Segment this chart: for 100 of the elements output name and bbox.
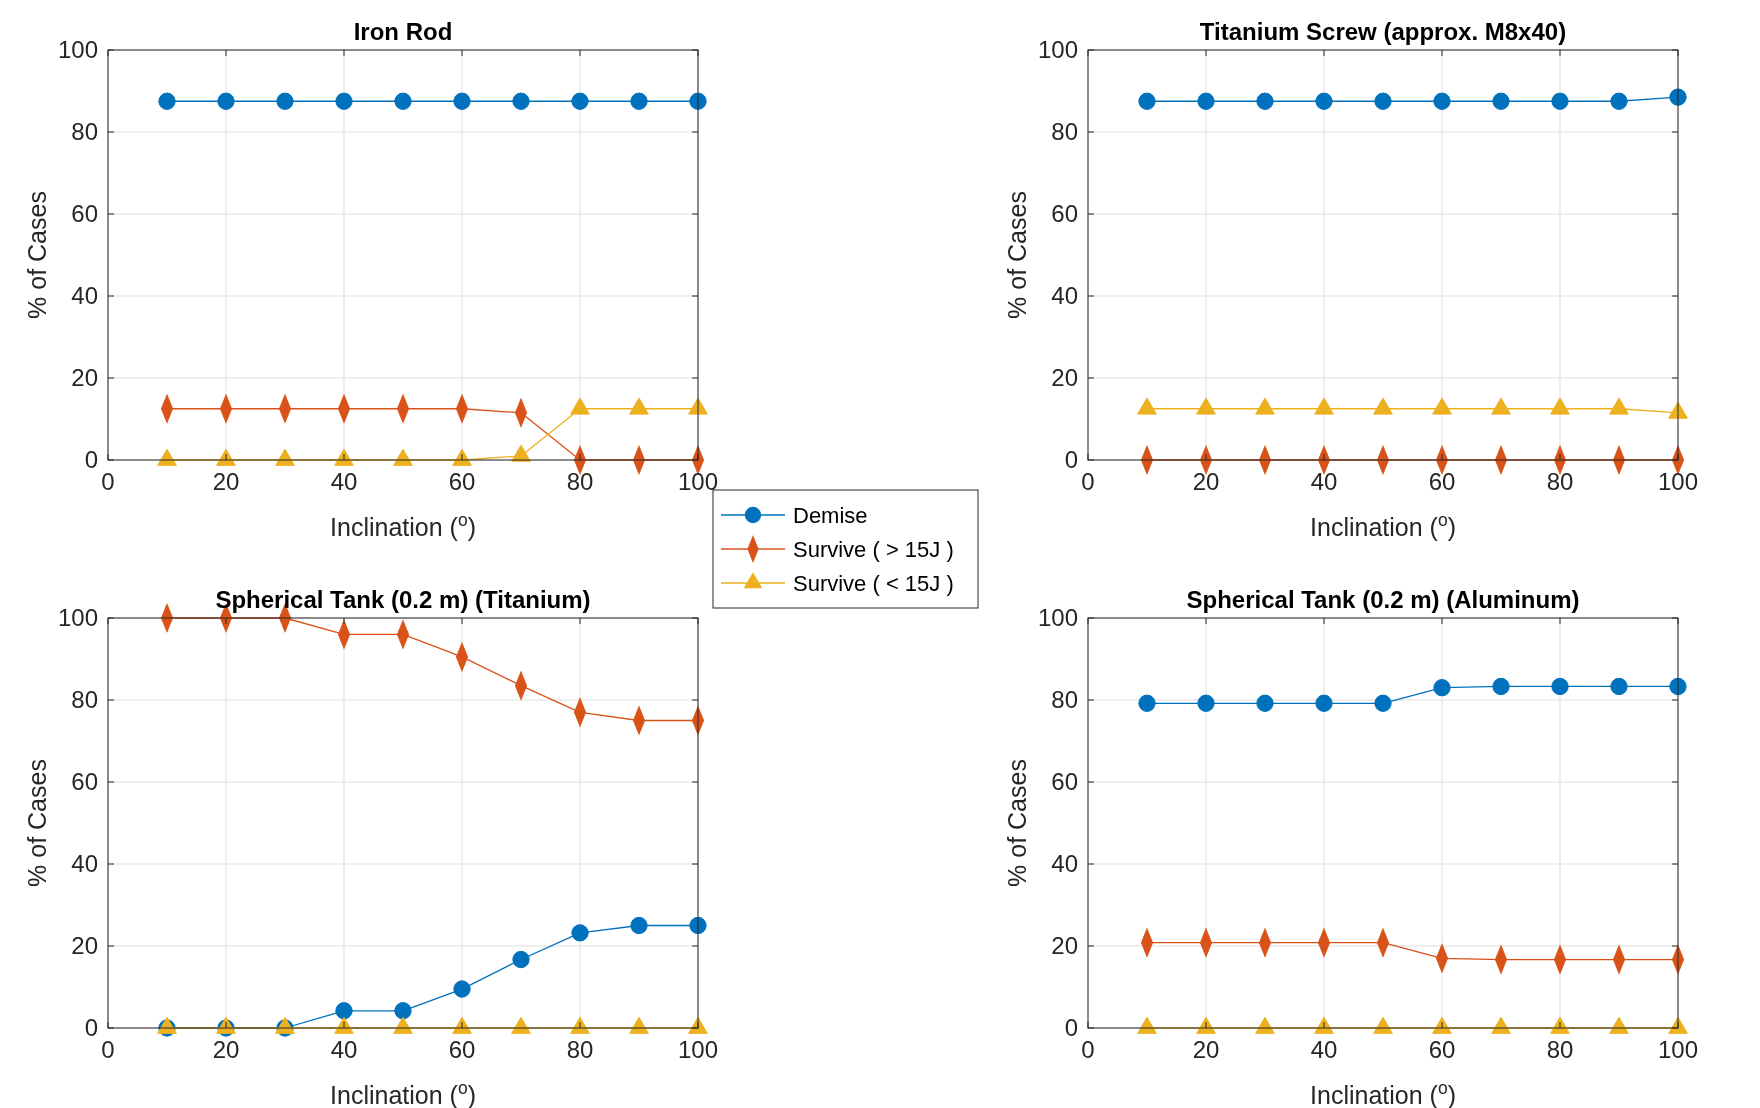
point [571, 92, 589, 110]
x-tick-label: 80 [566, 1036, 594, 1063]
y-tick-label: 0 [1064, 446, 1078, 473]
y-tick-label: 100 [57, 604, 98, 631]
point [571, 924, 589, 942]
chart-title: Iron Rod [353, 18, 453, 45]
point [158, 92, 176, 110]
point [1610, 92, 1628, 110]
x-tick-label: 80 [1546, 468, 1574, 495]
point [217, 92, 235, 110]
point [1256, 694, 1274, 712]
y-axis-title: % of Cases [1003, 191, 1031, 319]
point [394, 92, 412, 110]
point [1374, 694, 1392, 712]
y-tick-label: 60 [1051, 200, 1078, 227]
point [275, 448, 295, 466]
point [570, 397, 590, 415]
point [1197, 694, 1215, 712]
y-tick-label: 40 [71, 282, 98, 309]
point [393, 1016, 413, 1034]
x-tick-label: 20 [212, 468, 240, 495]
y-tick-label: 20 [1051, 364, 1078, 391]
x-tick-label: 40 [330, 468, 358, 495]
y-tick-label: 20 [71, 932, 98, 959]
point [1433, 679, 1451, 697]
point [1609, 1016, 1629, 1034]
point [1492, 92, 1510, 110]
point [511, 1016, 531, 1034]
point [1138, 694, 1156, 712]
y-tick-label: 60 [71, 768, 98, 795]
point [1374, 92, 1392, 110]
x-tick-label: 20 [1192, 468, 1220, 495]
x-tick-label: 60 [1428, 468, 1456, 495]
x-tick-label: 0 [1081, 468, 1095, 495]
point [453, 92, 471, 110]
point [276, 92, 294, 110]
x-tick-label: 40 [1310, 1036, 1338, 1063]
x-axis-title: Inclination ($^{o}$) [330, 510, 476, 541]
point [629, 1016, 649, 1034]
y-tick-label: 100 [57, 36, 98, 63]
point [1610, 677, 1628, 696]
y-axis-title: % of Cases [23, 191, 51, 319]
point [1255, 1016, 1275, 1034]
x-tick-label: 100 [1657, 1036, 1699, 1063]
y-axis-title: % of Cases [23, 759, 51, 887]
x-tick-label: 60 [448, 1036, 476, 1063]
point [157, 448, 177, 466]
point [1551, 92, 1569, 110]
point [1491, 1016, 1511, 1034]
y-tick-label: 80 [71, 686, 98, 713]
x-tick-label: 100 [677, 468, 719, 495]
point [629, 397, 649, 415]
point [1492, 677, 1510, 696]
point [1315, 694, 1333, 712]
y-tick-label: 80 [71, 118, 98, 145]
point [630, 92, 648, 110]
point [393, 448, 413, 466]
y-tick-label: 100 [1037, 604, 1078, 631]
legend-label: Demise [793, 503, 868, 528]
y-tick-label: 20 [71, 364, 98, 391]
point [1256, 92, 1274, 110]
x-tick-label: 0 [101, 468, 115, 495]
y-tick-label: 40 [1051, 850, 1078, 877]
point [512, 950, 530, 969]
x-tick-label: 100 [677, 1036, 719, 1063]
x-tick-label: 80 [566, 468, 594, 495]
point [512, 92, 530, 110]
point [1373, 1016, 1393, 1034]
y-axis-title: % of Cases [1003, 759, 1031, 887]
point [1138, 92, 1156, 110]
point [630, 916, 648, 935]
y-tick-label: 0 [1064, 1014, 1078, 1041]
point [1551, 677, 1569, 696]
legend-label: Survive ( > 15J ) [793, 537, 954, 562]
x-tick-label: 60 [448, 468, 476, 495]
y-tick-label: 40 [1051, 282, 1078, 309]
x-tick-label: 20 [212, 1036, 240, 1063]
legend-label: Survive ( < 15J ) [793, 571, 954, 596]
x-tick-label: 40 [330, 1036, 358, 1063]
y-tick-label: 20 [1051, 932, 1078, 959]
y-tick-label: 60 [1051, 768, 1078, 795]
point [1197, 92, 1215, 110]
y-tick-label: 60 [71, 200, 98, 227]
x-tick-label: 100 [1657, 468, 1699, 495]
y-tick-label: 0 [84, 1014, 98, 1041]
y-tick-label: 40 [71, 850, 98, 877]
x-tick-label: 20 [1192, 1036, 1220, 1063]
y-tick-label: 0 [84, 446, 98, 473]
chart-title: Spherical Tank (0.2 m) (Aluminum) [1186, 586, 1580, 613]
x-axis-title: Inclination ($^{o}$) [1310, 510, 1456, 541]
point [1137, 1016, 1157, 1034]
x-tick-label: 0 [1081, 1036, 1095, 1063]
x-tick-label: 40 [1310, 468, 1338, 495]
y-tick-label: 80 [1051, 118, 1078, 145]
y-tick-label: 100 [1037, 36, 1078, 63]
point [1433, 92, 1451, 110]
x-tick-label: 80 [1546, 1036, 1574, 1063]
chart-title: Spherical Tank (0.2 m) (Titanium) [215, 586, 591, 613]
chart-title: Titanium Screw (approx. M8x40) [1199, 18, 1567, 45]
x-tick-label: 0 [101, 1036, 115, 1063]
